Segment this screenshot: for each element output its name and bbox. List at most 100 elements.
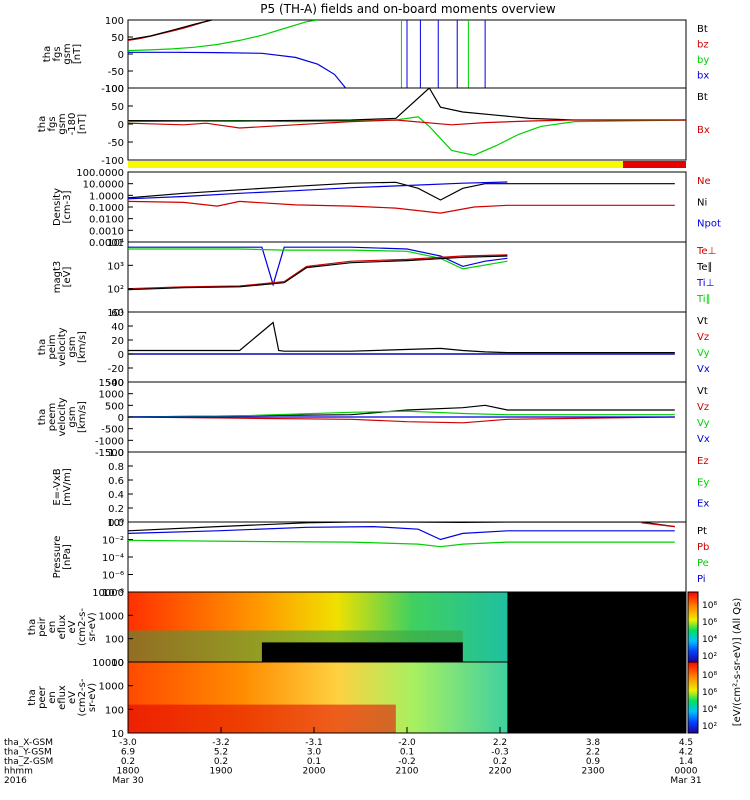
legend-entry: Npot	[697, 219, 721, 230]
y-axis-label-line: eflux	[57, 685, 68, 710]
y-axis-label-line: gsm	[62, 43, 73, 64]
series-line-Te∥	[128, 255, 508, 291]
y-axis-label-line: en	[47, 621, 58, 634]
y-axis-label: tha peer en eflux eV (cm2-s-sr-eV)	[27, 678, 98, 716]
series-line-black	[128, 88, 686, 122]
legend-entry: Ez	[697, 456, 709, 467]
y-axis-label-line: peim	[47, 334, 58, 359]
y-tick-label: 0	[118, 350, 124, 361]
y-tick-label: 1000	[99, 390, 124, 401]
panel-frame	[127, 521, 687, 593]
y-tick-label: 60	[111, 308, 124, 319]
series-line-Ti∥	[128, 248, 508, 270]
y-tick-label: 50	[111, 33, 124, 44]
y-tick-label: 0	[118, 50, 124, 61]
y-axis-label: Density [cm-3]	[52, 188, 73, 226]
y-axis-label-line: -180	[67, 113, 78, 136]
legend-entry: Vx	[697, 364, 710, 375]
colorbar-label: [eV/(cm²-s-sr-eV)] (All Qs)	[732, 598, 743, 727]
y-axis-label: tha fgs gsm -180 [nT]	[37, 113, 88, 136]
y-axis-label-line: tha	[37, 409, 48, 425]
panel-pressure: 10⁰ 10⁻² 10⁻⁴ 10⁻⁶ 10⁻⁸ Pressure [nPa] Pt Pb Pe Pi	[52, 518, 709, 599]
y-tick-label: 1.0000	[89, 191, 124, 202]
y-tick-label: 10⁻⁴	[102, 553, 124, 564]
y-tick-label: -1000	[95, 436, 124, 447]
time-row-value: 2.2	[586, 748, 600, 758]
panel-density: 100.000010.00001.00000.10000.01000.00100…	[52, 168, 721, 249]
legend-entry: Ey	[697, 477, 709, 488]
y-tick-label: -500	[101, 425, 124, 436]
y-axis-label: tha peir en eflux eV (cm2-s-sr-eV)	[27, 608, 98, 646]
status-bar-red	[623, 161, 686, 168]
y-tick-label: 0	[118, 413, 124, 424]
time-row-value: 2300	[582, 767, 605, 777]
colorbar-top	[687, 591, 699, 663]
legend-entry: Te⊥	[696, 246, 716, 257]
y-axis-label-line: [nT]	[77, 114, 88, 134]
y-tick-label: 10³	[107, 261, 124, 272]
series-line-Vy	[128, 410, 675, 418]
y-axis-label-line: eV	[67, 691, 78, 704]
status-bar-yellow	[128, 161, 623, 168]
y-tick-label: 20	[111, 336, 124, 347]
legend-entry: Te∥	[696, 262, 713, 273]
y-axis-label-line: magt3	[52, 261, 63, 294]
time-row-value: 0.2	[121, 757, 135, 767]
time-row-value: 5.2	[214, 748, 228, 758]
y-tick-label: 100	[105, 16, 124, 27]
legend-entry: Vt	[697, 316, 708, 327]
colorbar-tick: 10⁴	[702, 635, 717, 645]
y-axis-label-line: tha	[27, 689, 38, 705]
y-axis-label: E=-VxB [mV/m]	[52, 468, 73, 506]
time-row-value: 1.4	[679, 757, 694, 767]
time-row-label: tha_Y-GSM	[4, 748, 52, 758]
y-tick-label: 0.8	[108, 462, 124, 473]
y-axis-label: magt3 [eV]	[52, 261, 73, 294]
series-group	[128, 404, 675, 424]
series-line-Ne	[128, 200, 675, 214]
y-tick-label: 0.0001	[89, 238, 124, 249]
y-tick-label: 10000	[92, 658, 124, 669]
y-axis-label-line: tha	[37, 339, 48, 355]
legend-entry: Vy	[697, 418, 710, 429]
y-tick-label: 10⁴	[107, 238, 124, 249]
time-row-value: -3.2	[212, 738, 230, 748]
colorbar: 10⁸ 10⁶ 10⁴ 10² 10⁸ 10⁶ 10⁴ 10² [eV/(cm²-s-sr-eV…	[687, 591, 743, 734]
y-tick-label: -50	[108, 138, 124, 149]
panel-frame	[127, 171, 687, 243]
legend-entry: Vz	[697, 402, 709, 413]
page-title: P5 (TH-A) fields and on-board moments ov…	[260, 2, 556, 16]
y-axis-label-line: velocity	[57, 397, 68, 436]
panel-peir: 10000 1000 100 10 tha peir en eflux eV (cm2-s-sr-…	[27, 588, 687, 669]
series-group	[128, 522, 675, 548]
legend-entry: Pb	[697, 542, 709, 553]
panel-frame	[127, 241, 687, 313]
y-axis-label: tha fgs gsm [nT]	[42, 43, 83, 64]
y-axis-label: tha peim velocity gsm [km/s]	[37, 327, 88, 366]
y-axis-label-line: [cm-3]	[62, 190, 73, 223]
heatmap-high-flux	[128, 704, 396, 733]
series-line-Ni	[128, 181, 675, 201]
y-tick-label: 10	[111, 729, 124, 740]
legend-entry: Vx	[697, 434, 710, 445]
y-tick-label: 500	[105, 401, 124, 412]
legend-entry: Pt	[697, 526, 707, 537]
y-axis-label-line: [nPa]	[62, 544, 73, 570]
time-row-value: -3.0	[119, 738, 137, 748]
y-axis-label-line: E=-VxB	[52, 468, 63, 505]
y-tick-label: 100	[105, 705, 124, 716]
series-line-bx	[128, 51, 347, 88]
y-axis-label-line: en	[47, 691, 58, 704]
y-axis-label-line: [mV/m]	[62, 468, 73, 506]
series-group	[128, 321, 675, 355]
legend-entry: Vt	[697, 386, 708, 397]
heatmap-nodata	[507, 662, 686, 733]
y-tick-label: 10¹	[107, 308, 124, 319]
y-tick-label: 1500	[99, 378, 124, 389]
legend-entry: bx	[697, 71, 709, 82]
y-axis-label: Pressure [nPa]	[52, 536, 73, 579]
legend-entry: bz	[697, 40, 709, 51]
time-row-value: 4.5	[679, 738, 693, 748]
y-tick-label: 1000	[99, 682, 124, 693]
